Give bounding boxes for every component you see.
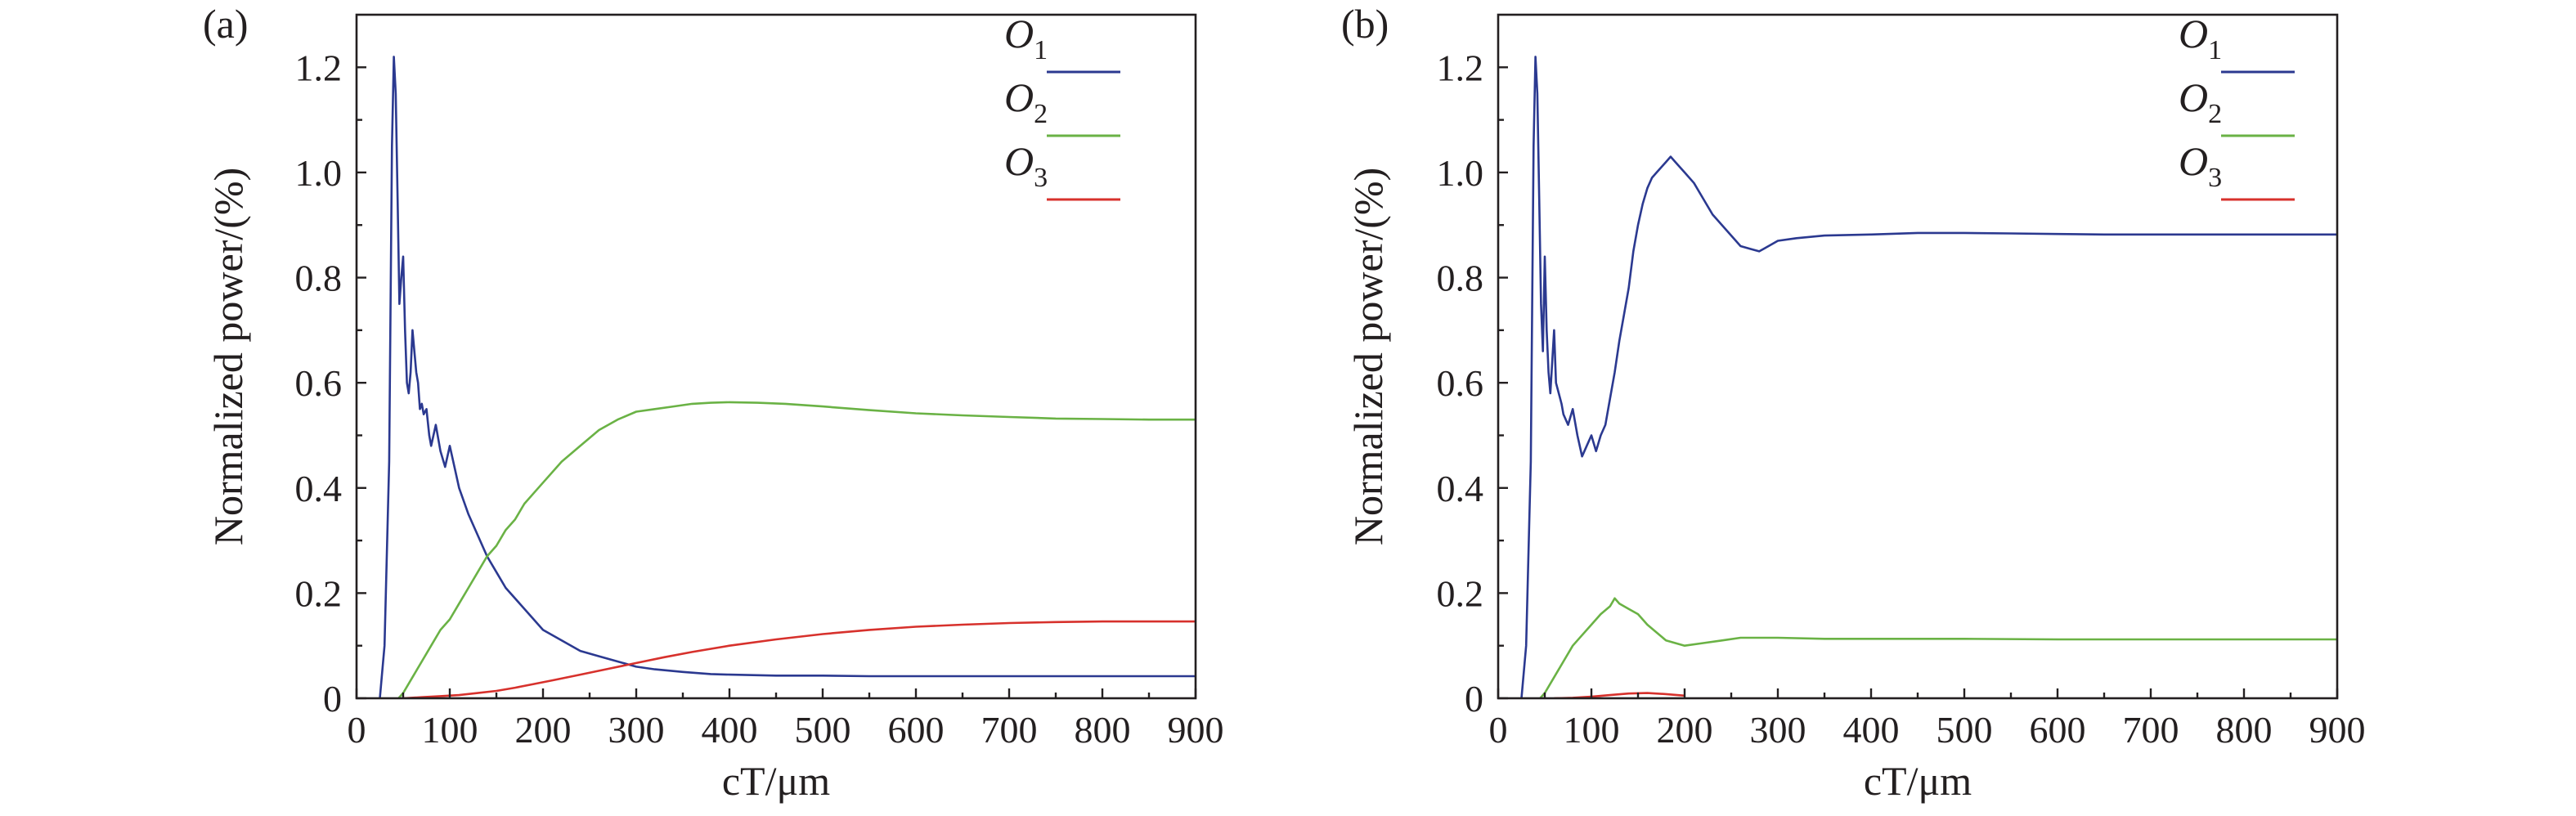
- legend-subscript: 1: [1034, 35, 1048, 65]
- series-o2-line-a: [397, 401, 1196, 698]
- x-tick-label-b: 700: [2123, 709, 2179, 751]
- series-o2-line-b: [1539, 597, 2337, 698]
- y-tick-label-b: 0.2: [1437, 572, 1484, 614]
- legend-label-o2-a: O2: [1004, 74, 1048, 129]
- panel-a: 0 100 200 300 400 500 600 700 800 900 0 0.2 0.4 0.6 0.…: [203, 1, 1224, 804]
- y-tick-label-a: 0.4: [295, 468, 343, 509]
- panel-label-b: (b): [1341, 1, 1389, 47]
- x-tick-label-a: 0: [348, 709, 366, 751]
- legend-subscript: 2: [1034, 99, 1048, 129]
- legend-label-o3-a: O3: [1004, 138, 1048, 193]
- x-tick-label-b: 100: [1564, 709, 1620, 751]
- y-tick-label-b: 0.8: [1437, 258, 1484, 299]
- x-tick-label-a: 800: [1075, 709, 1131, 751]
- x-tick-label-b: 800: [2216, 709, 2273, 751]
- series-o1-line-b: [1520, 56, 2337, 698]
- x-tick-label-b: 0: [1489, 709, 1508, 751]
- legend-subscript: 3: [2208, 163, 2222, 193]
- legend-label-o2-b: O2: [2179, 74, 2222, 129]
- y-tick-label-b: 0.4: [1437, 468, 1484, 509]
- x-tick-label-a: 300: [608, 709, 665, 751]
- legend-label-o1-b: O1: [2179, 11, 2222, 65]
- legend-subscript: 3: [1034, 163, 1048, 193]
- x-tick-label-a: 700: [981, 709, 1038, 751]
- y-tick-label-b: 0: [1465, 678, 1483, 720]
- y-tick-label-a: 0: [323, 678, 342, 720]
- y-tick-label-a: 1.2: [295, 47, 343, 88]
- x-tick-label-b: 200: [1657, 709, 1713, 751]
- x-tick-label-b: 400: [1843, 709, 1900, 751]
- x-axis-title-b: cT/μm: [1864, 758, 1972, 804]
- y-axis-title-b: Normalized power/(%): [1345, 168, 1391, 545]
- x-tick-label-a: 200: [515, 709, 572, 751]
- x-tick-label-b: 900: [2309, 709, 2366, 751]
- x-tick-label-a: 500: [795, 709, 851, 751]
- y-axis-title-a: Normalized power/(%): [205, 168, 251, 545]
- legend-label-o1-a: O1: [1004, 11, 1048, 65]
- y-tick-label-a: 1.0: [295, 152, 343, 194]
- x-tick-label-b: 300: [1750, 709, 1806, 751]
- y-tick-label-b: 1.0: [1437, 152, 1484, 194]
- series-o3-line-a: [402, 620, 1196, 698]
- x-tick-label-b: 600: [2030, 709, 2086, 751]
- panel-label-a: (a): [203, 1, 249, 47]
- plot-frame-a: [355, 13, 1197, 700]
- y-tick-label-b: 0.6: [1437, 362, 1484, 404]
- x-axis-title-a: cT/μm: [722, 758, 830, 804]
- x-tick-label-a: 100: [422, 709, 478, 751]
- y-tick-label-a: 0.8: [295, 258, 343, 299]
- legend-subscript: 1: [2208, 35, 2222, 65]
- y-tick-label-a: 0.2: [295, 572, 343, 614]
- x-tick-label-a: 900: [1168, 709, 1224, 751]
- x-tick-label-b: 500: [1936, 709, 1993, 751]
- panel-b: 0 100 200 300 400 500 600 700 800 900 0 0.2 0.4 0.6 0.…: [1341, 1, 2366, 804]
- x-tick-label-a: 400: [702, 709, 758, 751]
- legend-label-o3-b: O3: [2179, 138, 2222, 193]
- x-tick-label-a: 600: [888, 709, 945, 751]
- legend-subscript: 2: [2208, 99, 2222, 129]
- y-tick-label-b: 1.2: [1437, 47, 1484, 88]
- y-tick-label-a: 0.6: [295, 362, 343, 404]
- series-o1-line-a: [379, 56, 1196, 698]
